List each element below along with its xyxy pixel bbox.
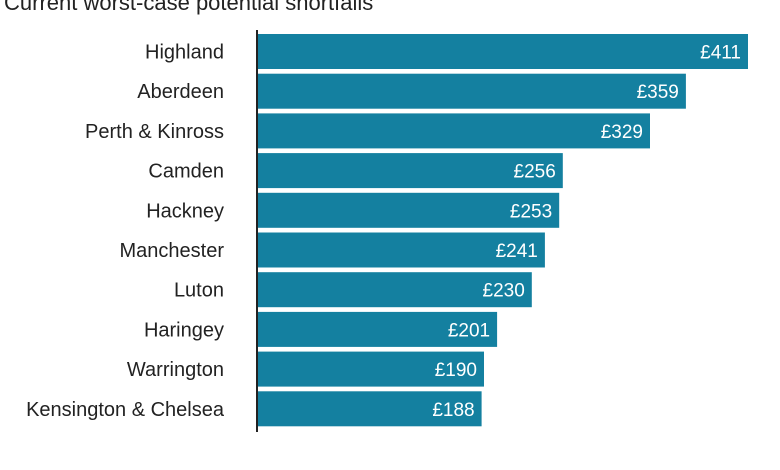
value-label: £411 xyxy=(700,43,741,64)
value-label: £329 xyxy=(601,122,643,143)
category-label: Perth & Kinross xyxy=(85,121,224,143)
bars-group xyxy=(257,34,748,427)
value-label: £188 xyxy=(432,400,474,421)
bar-manchester xyxy=(257,232,545,268)
bar-haringey xyxy=(257,311,498,347)
bar-luton xyxy=(257,272,532,308)
value-label: £230 xyxy=(483,281,525,302)
bar-perth-kinross xyxy=(257,113,650,149)
value-label: £190 xyxy=(435,360,477,381)
category-label: Manchester xyxy=(120,240,225,262)
bar-kensington-chelsea xyxy=(257,391,482,427)
value-labels-group: £411 £359 £329 £256 £253 £241 £230 £201 £190 £188 xyxy=(432,43,741,421)
category-label: Hackney xyxy=(146,200,224,222)
bar-aberdeen xyxy=(257,73,686,109)
category-label: Kensington & Chelsea xyxy=(26,399,225,421)
category-label: Aberdeen xyxy=(137,81,224,103)
value-label: £241 xyxy=(496,241,538,262)
category-label: Warrington xyxy=(127,359,224,381)
bar-hackney xyxy=(257,192,560,228)
bar-camden xyxy=(257,153,563,189)
category-label: Camden xyxy=(148,161,224,183)
category-label: Highland xyxy=(145,42,224,64)
value-label: £201 xyxy=(448,320,490,341)
bar-warrington xyxy=(257,351,484,387)
value-label: £359 xyxy=(637,82,679,103)
category-label: Luton xyxy=(174,280,224,302)
value-label: £253 xyxy=(510,201,552,222)
value-label: £256 xyxy=(514,162,556,183)
chart-title: Current worst-case potential shortfalls xyxy=(4,0,373,15)
category-labels-group: Highland Aberdeen Perth & Kinross Camden Hac… xyxy=(26,42,225,421)
category-label: Haringey xyxy=(144,319,224,341)
bar-highland xyxy=(257,34,748,69)
